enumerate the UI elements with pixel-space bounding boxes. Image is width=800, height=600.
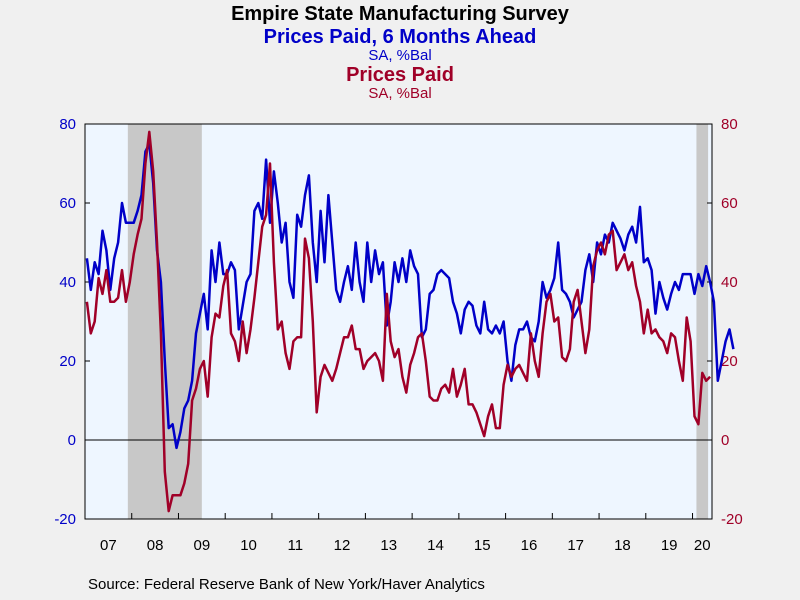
source-note: Source: Federal Reserve Bank of New York… — [88, 576, 485, 593]
x-tick-label: 11 — [288, 537, 304, 554]
y-right-tick-label: -20 — [721, 511, 743, 528]
x-tick-label: 10 — [240, 537, 257, 554]
x-tick-label: 12 — [334, 537, 351, 554]
y-right-tick-label: 40 — [721, 274, 738, 291]
plot-frame — [84, 123, 713, 520]
series-2-units: SA, %Bal — [368, 85, 432, 102]
x-tick-label: 07 — [100, 537, 117, 554]
chart-title: Empire State Manufacturing Survey — [231, 3, 569, 25]
x-tick-label: 18 — [614, 537, 631, 554]
x-tick-label: 20 — [694, 537, 711, 554]
x-tick-label: 17 — [567, 537, 584, 554]
x-tick-label: 13 — [380, 537, 397, 554]
x-tick-label: 16 — [521, 537, 538, 554]
x-tick-label: 14 — [427, 537, 444, 554]
series-1-units: SA, %Bal — [368, 47, 432, 64]
y-left-tick-label: 60 — [59, 195, 76, 212]
series-line-prices-paid-6m-ahead — [85, 142, 735, 450]
y-right-tick-label: 80 — [721, 116, 738, 133]
y-left-tick-label: 20 — [59, 353, 76, 370]
y-right-tick-label: 60 — [721, 195, 738, 212]
x-tick-label: 09 — [193, 537, 210, 554]
y-right-tick-label: 20 — [721, 353, 738, 370]
x-tick-label: 08 — [147, 537, 164, 554]
chart-title-block: Empire State Manufacturing Survey Prices… — [0, 0, 800, 102]
x-tick-label: 15 — [474, 537, 491, 554]
y-left-tick-label: 0 — [68, 432, 76, 449]
y-left-tick-label: -20 — [54, 511, 76, 528]
series-line-prices-paid — [85, 130, 711, 513]
y-right-tick-label: 0 — [721, 432, 729, 449]
x-tick-label: 19 — [661, 537, 678, 554]
series-2-title: Prices Paid — [346, 64, 454, 86]
recession-band — [696, 124, 709, 519]
y-left-tick-label: 80 — [59, 116, 76, 133]
series-1-title: Prices Paid, 6 Months Ahead — [263, 26, 537, 48]
y-left-tick-label: 40 — [59, 274, 76, 291]
